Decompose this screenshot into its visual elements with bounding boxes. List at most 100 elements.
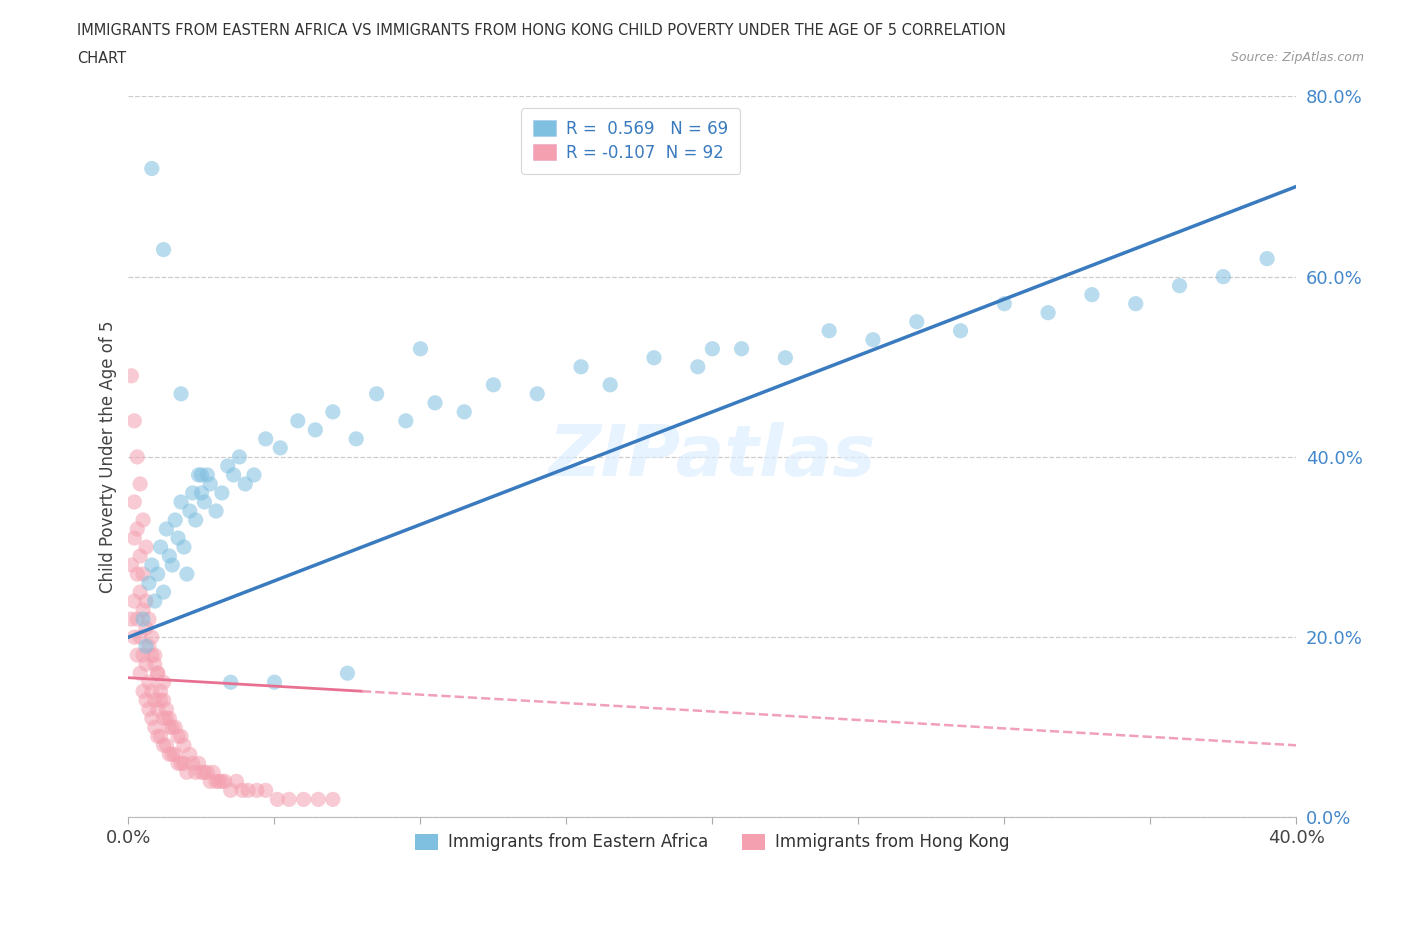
Point — [155, 522, 177, 537]
Point — [176, 566, 198, 581]
Point — [222, 468, 245, 483]
Point — [526, 386, 548, 401]
Point — [176, 764, 198, 779]
Point — [599, 378, 621, 392]
Point — [129, 666, 152, 681]
Point — [173, 539, 195, 554]
Point — [138, 675, 160, 690]
Point — [170, 386, 193, 401]
Point — [157, 720, 180, 735]
Point — [205, 503, 228, 518]
Point — [129, 630, 152, 644]
Point — [162, 747, 184, 762]
Point — [120, 558, 142, 573]
Point — [482, 378, 505, 392]
Point — [138, 612, 160, 627]
Point — [132, 684, 155, 698]
Y-axis label: Child Poverty Under the Age of 5: Child Poverty Under the Age of 5 — [100, 321, 117, 593]
Point — [157, 711, 180, 725]
Point — [366, 386, 388, 401]
Point — [238, 783, 260, 798]
Point — [146, 566, 169, 581]
Point — [170, 756, 193, 771]
Point — [173, 737, 195, 752]
Point — [152, 737, 174, 752]
Point — [143, 720, 166, 735]
Point — [219, 675, 242, 690]
Point — [135, 657, 157, 671]
Point — [1125, 297, 1147, 312]
Point — [141, 630, 163, 644]
Point — [184, 512, 207, 527]
Point — [127, 522, 149, 537]
Point — [193, 764, 215, 779]
Point — [141, 161, 163, 176]
Point — [818, 324, 841, 339]
Point — [190, 485, 212, 500]
Point — [322, 405, 344, 419]
Point — [138, 639, 160, 654]
Point — [135, 593, 157, 608]
Point — [181, 756, 204, 771]
Point — [730, 341, 752, 356]
Point — [254, 783, 277, 798]
Text: ZIPatlas: ZIPatlas — [548, 422, 876, 491]
Point — [266, 792, 288, 807]
Point — [1256, 251, 1278, 266]
Point — [246, 783, 269, 798]
Point — [124, 495, 146, 510]
Point — [149, 684, 172, 698]
Point — [193, 495, 215, 510]
Point — [287, 414, 309, 429]
Point — [124, 414, 146, 429]
Point — [181, 485, 204, 500]
Point — [167, 729, 190, 744]
Point — [127, 647, 149, 662]
Point — [152, 693, 174, 708]
Point — [702, 341, 724, 356]
Point — [143, 593, 166, 608]
Point — [132, 566, 155, 581]
Point — [307, 792, 329, 807]
Point — [195, 468, 218, 483]
Point — [120, 612, 142, 627]
Point — [141, 647, 163, 662]
Point — [254, 432, 277, 446]
Point — [138, 576, 160, 591]
Point — [219, 783, 242, 798]
Point — [395, 414, 418, 429]
Point — [127, 612, 149, 627]
Point — [167, 531, 190, 546]
Point — [162, 558, 184, 573]
Point — [129, 585, 152, 600]
Point — [129, 549, 152, 564]
Point — [157, 549, 180, 564]
Point — [949, 324, 972, 339]
Point — [200, 476, 222, 491]
Point — [155, 702, 177, 717]
Point — [993, 297, 1015, 312]
Point — [143, 693, 166, 708]
Point — [132, 647, 155, 662]
Point — [643, 351, 665, 365]
Point — [124, 593, 146, 608]
Point — [132, 612, 155, 627]
Point — [205, 774, 228, 789]
Point — [155, 711, 177, 725]
Point — [135, 693, 157, 708]
Point — [278, 792, 301, 807]
Point — [170, 495, 193, 510]
Point — [170, 729, 193, 744]
Point — [167, 756, 190, 771]
Point — [129, 476, 152, 491]
Point — [127, 566, 149, 581]
Point — [146, 729, 169, 744]
Text: IMMIGRANTS FROM EASTERN AFRICA VS IMMIGRANTS FROM HONG KONG CHILD POVERTY UNDER : IMMIGRANTS FROM EASTERN AFRICA VS IMMIGR… — [77, 23, 1007, 38]
Point — [179, 747, 201, 762]
Point — [195, 764, 218, 779]
Point — [211, 774, 233, 789]
Point — [409, 341, 432, 356]
Point — [190, 468, 212, 483]
Point — [120, 368, 142, 383]
Point — [149, 539, 172, 554]
